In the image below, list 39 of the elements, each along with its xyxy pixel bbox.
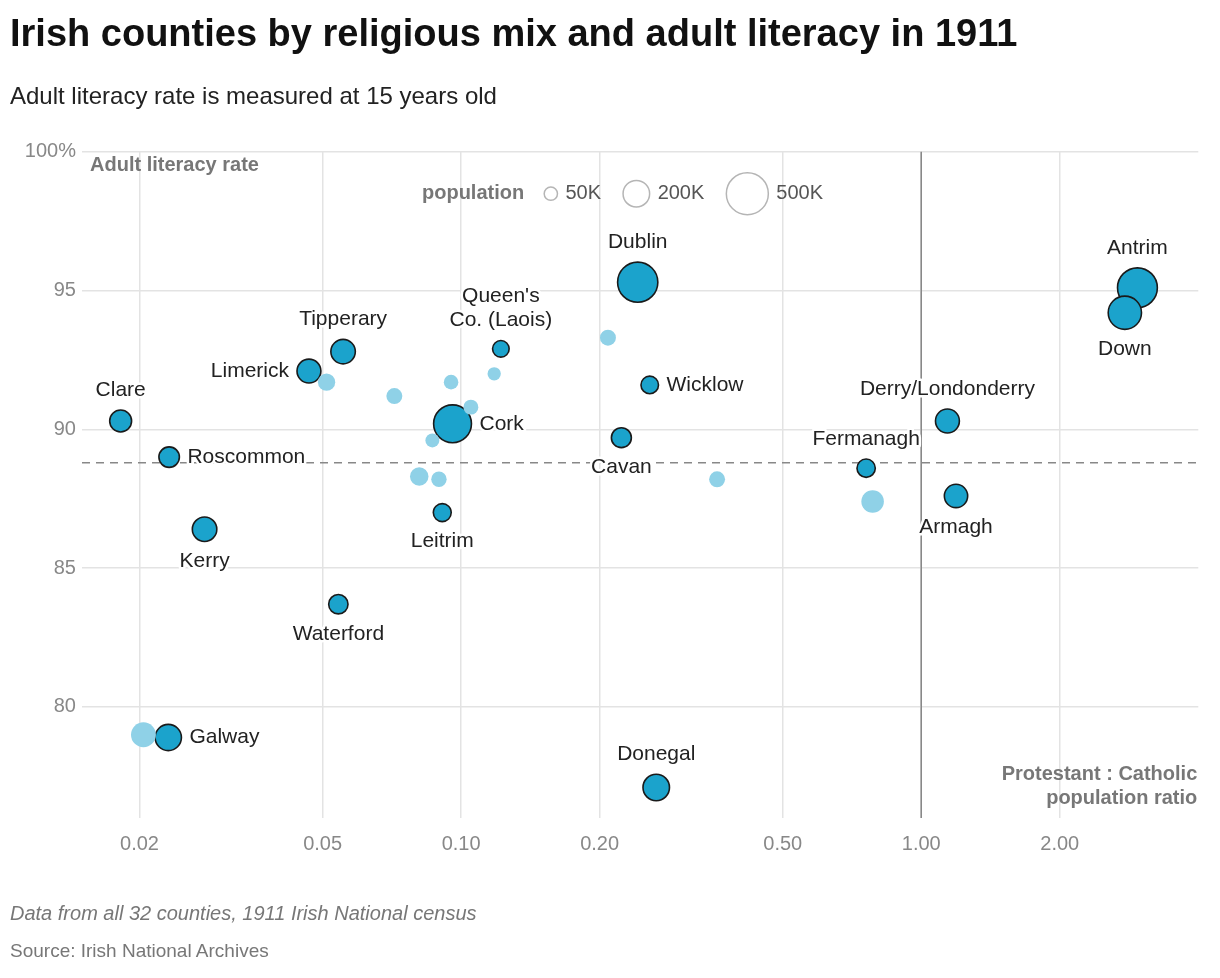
x-tick-label: 2.00 (1040, 831, 1080, 854)
annotation: Limerick (210, 357, 290, 381)
annotation: Wicklow (666, 371, 745, 395)
y-axis-title: Adult literacy rate (90, 153, 259, 176)
y-tick-label: 85 (53, 555, 76, 578)
y-tick-label: 80 (53, 694, 76, 717)
annotation: Cork (479, 410, 525, 434)
text: Data from all 32 counties, 1911 Irish National census (10, 902, 477, 925)
annotation: Dublin (607, 228, 668, 252)
source-note: Source: Irish National Archives (10, 940, 269, 962)
annotation: Leitrim (410, 528, 474, 552)
annotation: Fermanagh (812, 425, 920, 449)
x-axis-title: Protestant : Catholic population ratio (1001, 761, 1198, 808)
x-tick-label: 0.10 (441, 831, 481, 854)
legend-label: 200K (657, 181, 705, 204)
annotation: Roscommon (187, 443, 306, 467)
x-tick-label: 0.50 (763, 831, 803, 854)
annotation: Waterford (292, 620, 385, 644)
chart-subtitle: Adult literacy rate is measured at 15 years old (10, 82, 497, 110)
y-tick-label: 100% (24, 139, 77, 162)
y-tick-label: 90 (53, 416, 76, 439)
legend-title: population (422, 181, 525, 204)
annotation: Down (1098, 336, 1152, 360)
annotation: Clare (95, 376, 146, 400)
x-tick-label: 0.02 (120, 831, 159, 854)
x-tick-label: 1.00 (901, 831, 941, 854)
y-tick-label: 95 (53, 278, 76, 301)
annotation: Galway (189, 724, 260, 748)
x-tick-label: 0.20 (580, 831, 620, 854)
legend-label: 500K (776, 181, 824, 204)
annotation: Donegal (617, 741, 696, 765)
annotation: Kerry (179, 548, 231, 572)
annotation: Queen's Co. (Laois) (449, 283, 553, 331)
legend-label: 50K (565, 181, 602, 204)
chart-title: Irish counties by religious mix and adult literacy in 1911 (10, 12, 1018, 55)
annotation: Tipperary (299, 306, 388, 330)
annotation: Antrim (1107, 234, 1168, 258)
x-tick-label: 0.05 (303, 831, 343, 854)
annotation: Cavan (591, 454, 652, 478)
